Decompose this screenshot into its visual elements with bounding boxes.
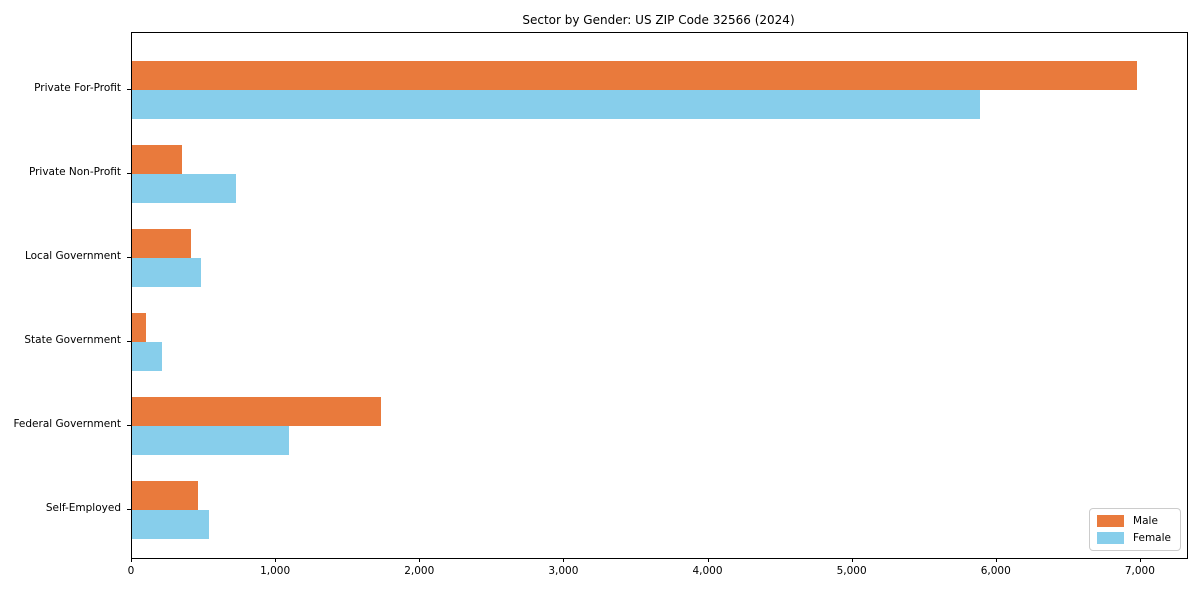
bar-male-private-non-profit [132,145,183,174]
legend-swatch-male [1097,515,1125,527]
bar-male-private-for-profit [132,61,1137,90]
bar-female-federal-government [132,426,290,455]
legend-label-male: Male [1133,515,1158,527]
x-tick-label-0: 0 [127,565,135,577]
x-tick-mark [131,558,132,562]
bar-male-federal-government [132,397,382,426]
legend-label-female: Female [1133,532,1171,544]
chart-title: Sector by Gender: US ZIP Code 32566 (202… [522,13,795,27]
x-tick-mark [995,558,997,562]
bar-female-private-non-profit [132,174,236,203]
y-tick-label-self-employed: Self-Employed [45,502,121,514]
bar-female-local-government [132,258,202,287]
y-tick-mark [127,341,131,342]
y-tick-mark [127,173,131,174]
bar-male-self-employed [132,481,199,510]
legend-item-female: Female [1097,532,1171,544]
x-tick-mark [275,558,277,562]
legend: Male Female [1089,508,1181,551]
x-tick-mark [1139,558,1141,562]
x-tick-label-1-000: 1,000 [260,565,291,577]
plot-area [131,32,1188,559]
y-tick-label-private-non-profit: Private Non-Profit [28,166,121,178]
x-tick-label-4-000: 4,000 [692,565,723,577]
y-tick-label-state-government: State Government [24,334,121,346]
x-tick-label-5-000: 5,000 [836,565,867,577]
legend-swatch-female [1097,532,1125,544]
y-tick-mark [127,257,131,258]
bar-female-state-government [132,342,163,371]
bar-female-private-for-profit [132,90,980,119]
bar-female-self-employed [132,510,210,539]
y-tick-mark [127,509,131,510]
bar-male-local-government [132,229,192,258]
y-tick-label-federal-government: Federal Government [13,418,121,430]
x-tick-label-2-000: 2,000 [404,565,435,577]
x-tick-label-6-000: 6,000 [980,565,1011,577]
y-tick-label-private-for-profit: Private For-Profit [34,82,121,94]
y-tick-label-local-government: Local Government [24,250,121,262]
y-tick-mark [127,89,131,90]
x-tick-label-3-000: 3,000 [548,565,579,577]
bar-male-state-government [132,313,147,342]
x-tick-mark [707,558,709,562]
x-tick-mark [563,558,565,562]
x-tick-mark [419,558,421,562]
x-tick-mark [851,558,853,562]
x-tick-label-7-000: 7,000 [1124,565,1155,577]
y-tick-mark [127,425,131,426]
legend-item-male: Male [1097,515,1171,527]
